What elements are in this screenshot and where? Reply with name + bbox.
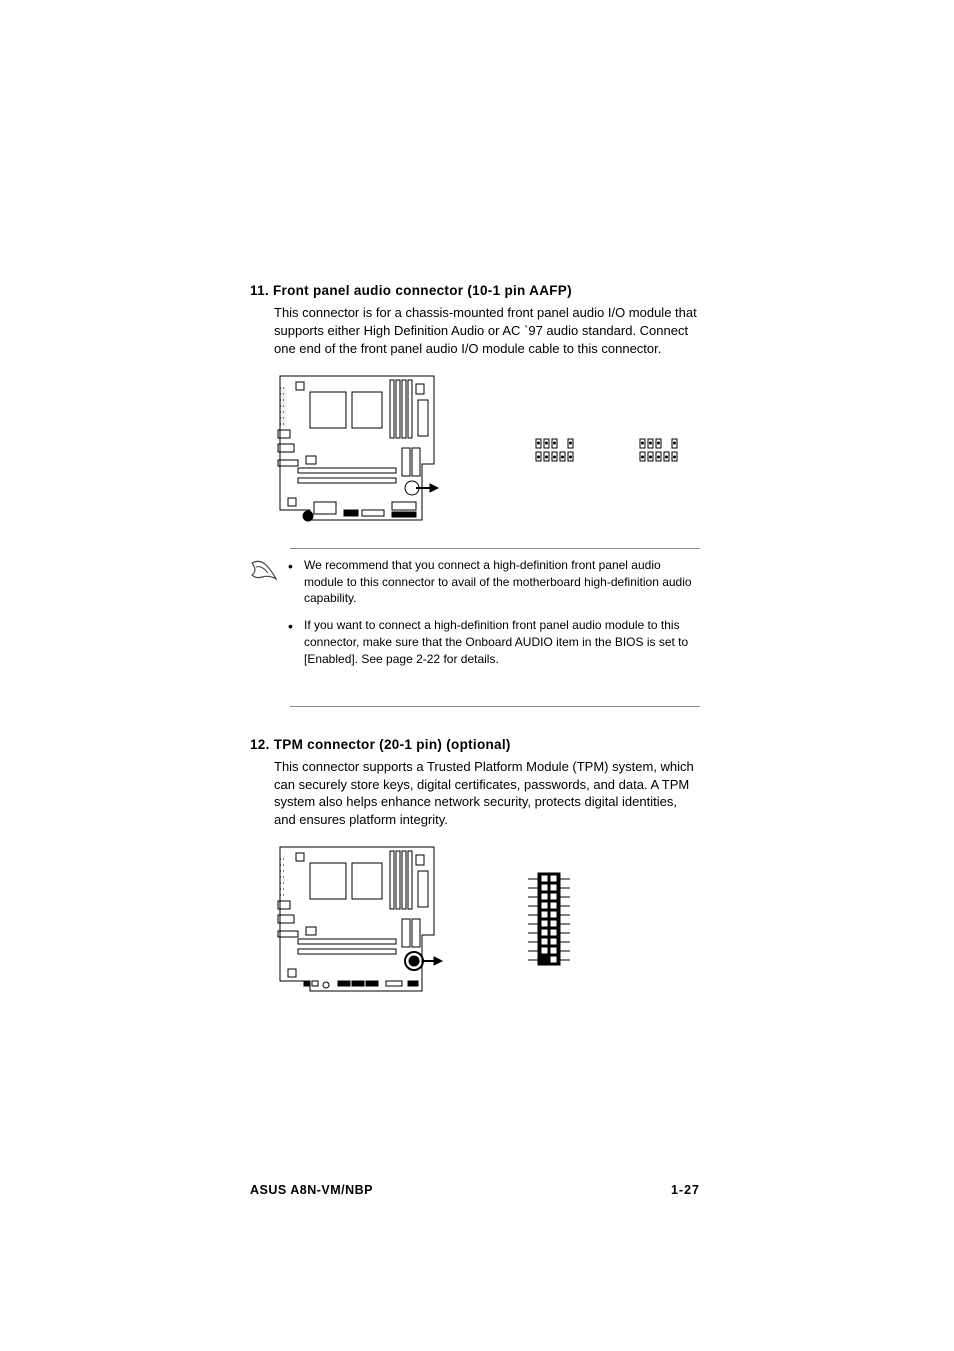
section-11-heading: 11. Front panel audio connector (10-1 pi… — [250, 283, 700, 298]
note-block: We recommend that you connect a high-def… — [250, 557, 700, 678]
note-icon — [250, 557, 282, 678]
section-11-diagram-row — [274, 370, 700, 530]
section-12-body: This connector supports a Trusted Platfo… — [274, 758, 700, 830]
note-rule-bottom — [290, 706, 700, 707]
page-footer: ASUS A8N-VM/NBP 1-27 — [250, 1183, 700, 1197]
aafp-connector-group — [534, 437, 686, 463]
note-rule-top — [290, 548, 700, 549]
aafp-connector-2 — [638, 437, 686, 463]
footer-left: ASUS A8N-VM/NBP — [250, 1183, 373, 1197]
note-item-2: If you want to connect a high-definition… — [282, 617, 700, 667]
page-content: 11. Front panel audio connector (10-1 pi… — [250, 283, 700, 1001]
section-12-heading: 12. TPM connector (20-1 pin) (optional) — [250, 737, 700, 752]
aafp-connector-1 — [534, 437, 582, 463]
note-item-1: We recommend that you connect a high-def… — [282, 557, 700, 607]
motherboard-diagram-1 — [274, 370, 444, 530]
motherboard-diagram-2 — [274, 841, 444, 1001]
footer-right: 1-27 — [671, 1183, 700, 1197]
section-11-body: This connector is for a chassis-mounted … — [274, 304, 700, 358]
section-12-diagram-row — [274, 841, 700, 1001]
note-list: We recommend that you connect a high-def… — [282, 557, 700, 678]
tpm-connector — [524, 871, 574, 971]
